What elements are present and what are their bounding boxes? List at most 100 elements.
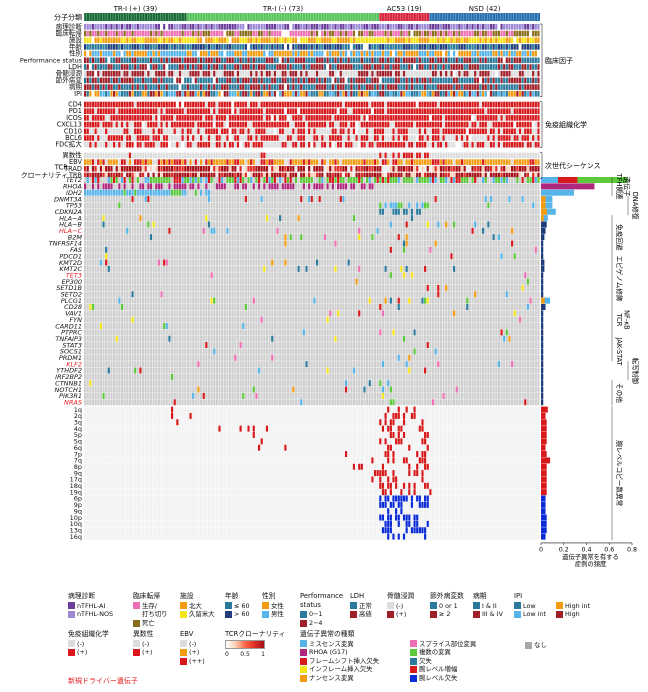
clinical-cell [244, 84, 247, 90]
gene-cell [384, 183, 387, 190]
clinical-cell [286, 84, 290, 90]
clinical-cell [366, 30, 369, 37]
ngs-cell [210, 166, 213, 172]
ngs-cell [392, 166, 395, 172]
ngs-cell [218, 166, 221, 172]
clinical-cell [273, 50, 276, 57]
clinical-cell [363, 50, 366, 57]
clinical-cell [176, 44, 179, 50]
clinical-cell [281, 24, 284, 30]
ngs-cell [273, 172, 276, 179]
clinical-cell [207, 70, 211, 77]
ngs-cell [526, 172, 530, 179]
ngs-cell [297, 172, 300, 179]
clinical-cell [165, 30, 168, 37]
clinical-cell [323, 30, 327, 37]
gene-cell [500, 202, 503, 209]
ihc-cell [84, 135, 87, 141]
gene-cell [205, 196, 208, 203]
clinical-cell [305, 57, 308, 64]
gene-cell [308, 177, 311, 183]
clinical-cell [463, 64, 466, 70]
gene-cell [199, 177, 203, 183]
clinical-cell [160, 64, 163, 70]
gene-cell [310, 196, 313, 203]
clinical-cell [400, 77, 403, 84]
ihc-cell [226, 135, 229, 141]
ihc-cell [210, 115, 213, 121]
clinical-cell [213, 30, 216, 37]
ihc-cell [376, 108, 379, 114]
gene-cell [313, 196, 316, 203]
ngs-cell [487, 166, 490, 172]
gene-row-label: PRDM1 [59, 354, 82, 362]
clinical-cell [392, 50, 395, 57]
ihc-cell [84, 108, 87, 114]
ihc-cell [170, 115, 174, 121]
gene-cell [128, 183, 131, 190]
clinical-cell [487, 64, 490, 70]
ihc-cell [173, 101, 176, 108]
clinical-cell [326, 70, 329, 77]
ngs-cell [94, 152, 97, 159]
ihc-cell [144, 101, 147, 108]
gene-cell [308, 196, 311, 203]
clinical-cell [318, 37, 321, 43]
clinical-cell [176, 24, 179, 30]
ihc-cell [476, 135, 479, 141]
ihc-cell [149, 128, 153, 135]
ngs-cell [184, 159, 187, 165]
gene-cell [105, 177, 108, 183]
clinical-cell [302, 24, 305, 30]
clinical-cell [447, 57, 450, 64]
ihc-cell [123, 121, 126, 128]
ngs-cell [513, 152, 516, 159]
ihc-cell [458, 135, 461, 141]
clinical-cell [424, 77, 427, 84]
ihc-cell [442, 141, 445, 148]
ihc-cell [350, 108, 353, 114]
clinical-cell [431, 70, 435, 77]
gene-cell [376, 196, 379, 203]
clinical-cell [268, 30, 271, 37]
clinical-cell [471, 24, 474, 30]
ngs-cell [102, 152, 105, 159]
ihc-cell [86, 121, 89, 128]
gene-cell [318, 183, 321, 190]
clinical-cell [313, 24, 316, 30]
clinical-cell [97, 84, 100, 90]
gene-cell [110, 215, 113, 222]
ihc-cell [387, 121, 390, 128]
ihc-cell [521, 108, 524, 114]
clinical-cell [276, 24, 279, 30]
gene-cell [207, 202, 211, 209]
clinical-cell [250, 50, 253, 57]
ngs-cell [384, 166, 387, 172]
ihc-cell [252, 135, 255, 141]
gene-cell [234, 183, 237, 190]
ihc-cell [437, 115, 440, 121]
gene-cell [487, 183, 490, 190]
gene-cell [468, 177, 472, 183]
clinical-cell [329, 77, 332, 84]
ihc-cell [294, 121, 298, 128]
ihc-row-label: CD10 [64, 127, 82, 135]
ihc-cell [503, 115, 506, 121]
clinical-cell [479, 50, 482, 57]
clinical-cell [384, 70, 387, 77]
clinical-cell [458, 77, 461, 84]
ngs-cell [339, 152, 342, 159]
ihc-cell [199, 121, 203, 128]
ihc-cell [445, 141, 448, 148]
ngs-cell [463, 172, 466, 179]
ngs-cell [228, 159, 232, 165]
ihc-cell [537, 115, 540, 121]
gene-cell [442, 202, 445, 209]
clinical-cell [447, 77, 450, 84]
gene-cell [152, 177, 155, 183]
ihc-cell [371, 108, 374, 114]
clinical-cell [344, 84, 348, 90]
clinical-cell [421, 77, 424, 84]
gene-cell [186, 196, 189, 203]
clinical-cell [131, 30, 134, 37]
